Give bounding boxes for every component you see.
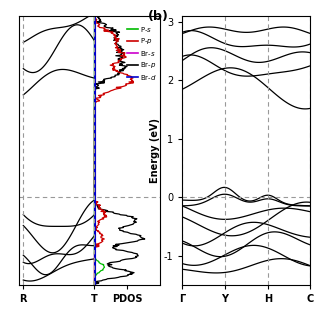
Text: $\mathbf{(b)}$: $\mathbf{(b)}$ xyxy=(147,8,168,23)
Y-axis label: Energy (eV): Energy (eV) xyxy=(149,118,160,183)
Legend: P-$s$, P-$p$, Br-$s$, Br-$p$, Br-$d$: P-$s$, P-$p$, Br-$s$, Br-$p$, Br-$d$ xyxy=(127,25,156,82)
